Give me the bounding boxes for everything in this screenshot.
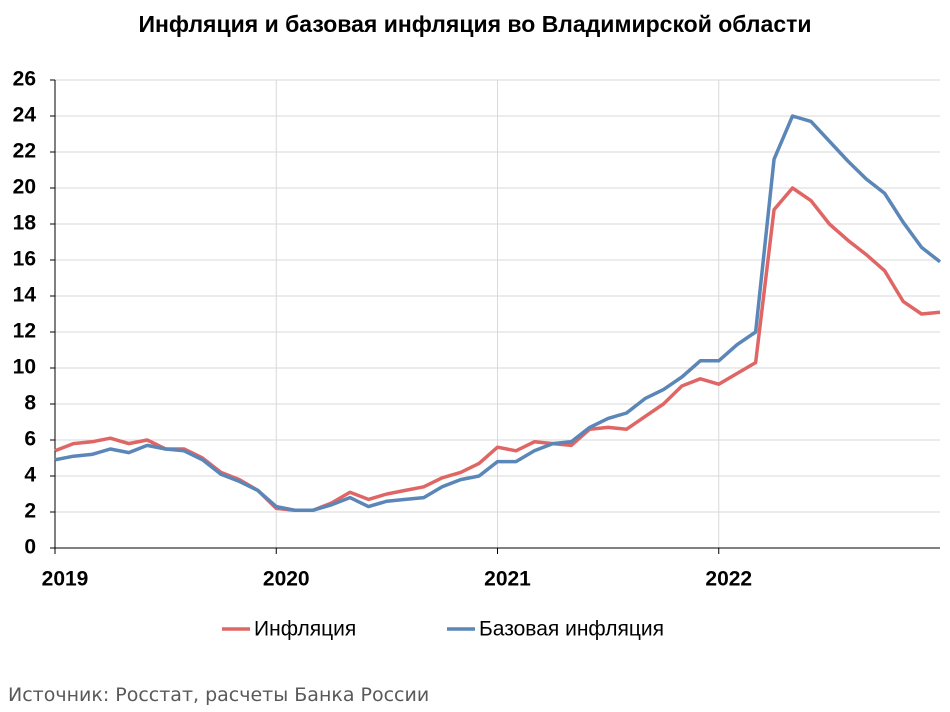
- series-line: [54, 114, 942, 512]
- y-tick-label: 12: [13, 320, 36, 343]
- y-tick-label: 14: [13, 284, 37, 307]
- y-tick-label: 4: [24, 464, 36, 487]
- y-tick-label: 18: [13, 212, 37, 235]
- y-tick-label: 20: [13, 176, 36, 199]
- y-tick-label: 10: [13, 356, 36, 379]
- y-tick-label: 8: [24, 392, 36, 415]
- y-tick-label: 6: [24, 428, 36, 451]
- chart-title: Инфляция и базовая инфляция во Владимирс…: [138, 11, 812, 37]
- y-tick-label: 22: [13, 140, 36, 163]
- legend-label: Инфляция: [254, 618, 356, 641]
- y-tick-label: 0: [24, 536, 36, 559]
- x-tick-label: 2019: [42, 568, 89, 591]
- y-tick-label: 2: [24, 500, 36, 523]
- legend-label: Базовая инфляция: [479, 618, 664, 641]
- x-tick-label: 2020: [263, 568, 310, 591]
- x-tick-label: 2021: [484, 568, 531, 591]
- x-tick-label: 2022: [705, 568, 752, 591]
- y-tick-label: 24: [13, 104, 37, 127]
- y-tick-label: 16: [13, 248, 36, 271]
- y-tick-label: 26: [13, 68, 36, 91]
- source-note: Источник: Росстат, расчеты Банка России: [8, 684, 430, 706]
